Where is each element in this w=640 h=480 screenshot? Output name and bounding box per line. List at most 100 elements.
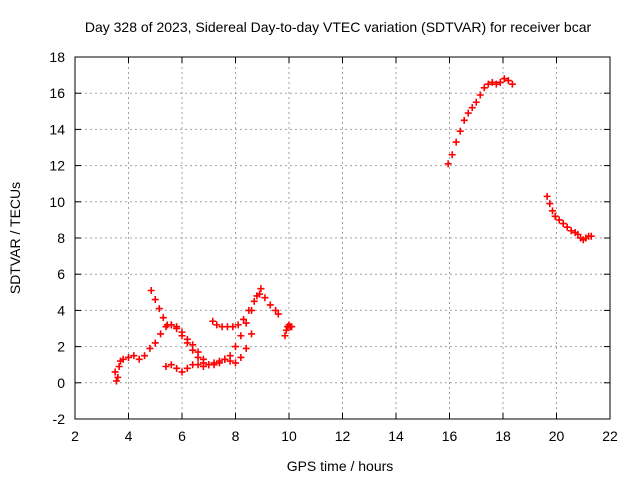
data-point [272, 306, 280, 314]
data-point [504, 77, 512, 85]
data-point [242, 344, 250, 352]
data-point [456, 127, 464, 135]
data-point [114, 373, 122, 381]
data-point [199, 363, 207, 371]
series-arc-4 [209, 290, 282, 331]
x-tick-label: 10 [281, 428, 297, 444]
data-point [183, 339, 191, 347]
data-point [173, 325, 181, 332]
data-point [460, 116, 468, 124]
x-axis-label: GPS time / hours [287, 458, 394, 474]
y-tick-label: 8 [57, 230, 65, 246]
data-point [472, 98, 480, 106]
x-tick-label: 8 [232, 428, 240, 444]
chart-title: Day 328 of 2023, Sidereal Day-to-day VTE… [85, 19, 592, 35]
x-tick-label: 20 [549, 428, 565, 444]
y-tick-label: -2 [53, 411, 66, 427]
data-point [574, 230, 582, 238]
data-point [221, 355, 229, 363]
x-tick-label: 4 [125, 428, 133, 444]
data-point [256, 290, 264, 298]
data-point [159, 314, 167, 322]
data-point [261, 294, 269, 302]
data-point [551, 212, 559, 220]
data-point [444, 160, 452, 168]
data-point [237, 332, 245, 340]
y-tick-label: 4 [57, 302, 65, 318]
data-point [288, 323, 296, 331]
data-point [548, 207, 556, 215]
data-point [210, 359, 218, 367]
data-point [250, 297, 258, 305]
x-tick-label: 12 [335, 428, 351, 444]
data-point [125, 353, 132, 361]
y-tick-label: 10 [49, 194, 65, 210]
series-arc-3 [162, 330, 256, 376]
data-point [484, 80, 492, 88]
data-point [167, 361, 175, 369]
data-point [496, 78, 504, 86]
data-point [115, 363, 123, 371]
data-point [229, 323, 237, 331]
y-tick-label: 18 [49, 49, 65, 65]
data-point [178, 368, 186, 376]
y-tick-label: 2 [57, 339, 65, 355]
data-point [274, 310, 282, 318]
data-point [242, 319, 250, 327]
data-point [488, 78, 496, 86]
series-arc-1 [111, 321, 213, 385]
data-point [452, 138, 460, 146]
data-point [167, 321, 175, 329]
data-point [234, 321, 242, 329]
data-point [178, 332, 186, 340]
data-point [248, 330, 256, 338]
data-points [111, 75, 595, 385]
data-point [189, 346, 197, 354]
data-point [213, 321, 221, 329]
data-point [464, 109, 472, 117]
data-point [555, 216, 563, 224]
y-tick-label: 14 [49, 121, 65, 137]
data-point [559, 220, 567, 228]
data-point [240, 315, 248, 323]
data-point [567, 227, 575, 235]
x-tick-label: 14 [388, 428, 404, 444]
x-tick-label: 2 [71, 428, 79, 444]
data-point [135, 355, 143, 363]
data-point [226, 357, 234, 365]
data-point [205, 361, 213, 369]
data-point [146, 344, 154, 352]
data-point [151, 296, 159, 304]
data-point [194, 361, 202, 369]
data-point [215, 357, 223, 365]
data-point [112, 377, 120, 385]
data-point [492, 80, 500, 88]
data-point [282, 326, 290, 334]
data-point [448, 151, 456, 159]
y-tick-label: 0 [57, 375, 65, 391]
data-point [468, 104, 476, 112]
x-tick-label: 6 [178, 428, 186, 444]
data-point [173, 364, 181, 372]
series-arc-5 [281, 321, 296, 340]
data-point [281, 332, 289, 340]
data-point [155, 305, 163, 313]
data-point [183, 364, 191, 372]
series-arc-6 [444, 75, 516, 168]
data-point [232, 359, 239, 367]
data-point [508, 80, 516, 88]
data-point [209, 317, 217, 325]
x-tick-label: 16 [442, 428, 458, 444]
data-point [237, 353, 245, 361]
data-point [162, 363, 170, 371]
data-point [157, 330, 165, 338]
grid [75, 57, 610, 419]
axis-ticks: 2 4 6 8 10 12 14 16 18 20 22 -2 0 2 4 6 8 10 12 14 16 18 [49, 49, 618, 444]
y-tick-label: 12 [49, 158, 65, 174]
data-point [119, 355, 127, 363]
series-arc-7 [543, 192, 595, 244]
data-point [257, 285, 265, 293]
data-point [563, 223, 571, 231]
data-point [500, 75, 508, 83]
